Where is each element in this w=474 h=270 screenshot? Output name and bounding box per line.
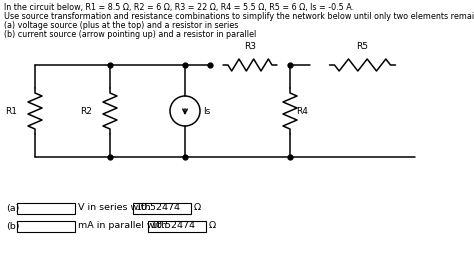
Text: R4: R4 bbox=[296, 106, 308, 116]
FancyBboxPatch shape bbox=[148, 221, 206, 231]
FancyBboxPatch shape bbox=[17, 221, 75, 231]
Text: mA in parallel with: mA in parallel with bbox=[78, 221, 167, 231]
Text: (a): (a) bbox=[6, 204, 19, 212]
Text: 10.52474: 10.52474 bbox=[136, 204, 181, 212]
Text: Is: Is bbox=[203, 106, 210, 116]
Text: R2: R2 bbox=[80, 106, 92, 116]
Text: (b) current source (arrow pointing up) and a resistor in parallel: (b) current source (arrow pointing up) a… bbox=[4, 30, 256, 39]
Text: (b): (b) bbox=[6, 221, 19, 231]
Text: R3: R3 bbox=[244, 42, 256, 51]
Text: R1: R1 bbox=[5, 106, 17, 116]
Text: Use source transformation and resistance combinations to simplify the network be: Use source transformation and resistance… bbox=[4, 12, 474, 21]
Text: Ω: Ω bbox=[194, 204, 201, 212]
Text: 10.52474: 10.52474 bbox=[151, 221, 196, 231]
Text: In the circuit below, R1 = 8.5 Ω, R2 = 6 Ω, R3 = 22 Ω, R4 = 5.5 Ω, R5 = 6 Ω, Is : In the circuit below, R1 = 8.5 Ω, R2 = 6… bbox=[4, 3, 354, 12]
Text: V in series with: V in series with bbox=[78, 204, 151, 212]
Text: Ω: Ω bbox=[209, 221, 216, 231]
FancyBboxPatch shape bbox=[133, 202, 191, 214]
FancyBboxPatch shape bbox=[17, 202, 75, 214]
Text: R5: R5 bbox=[356, 42, 368, 51]
Text: (a) voltage source (plus at the top) and a resistor in series: (a) voltage source (plus at the top) and… bbox=[4, 21, 238, 30]
